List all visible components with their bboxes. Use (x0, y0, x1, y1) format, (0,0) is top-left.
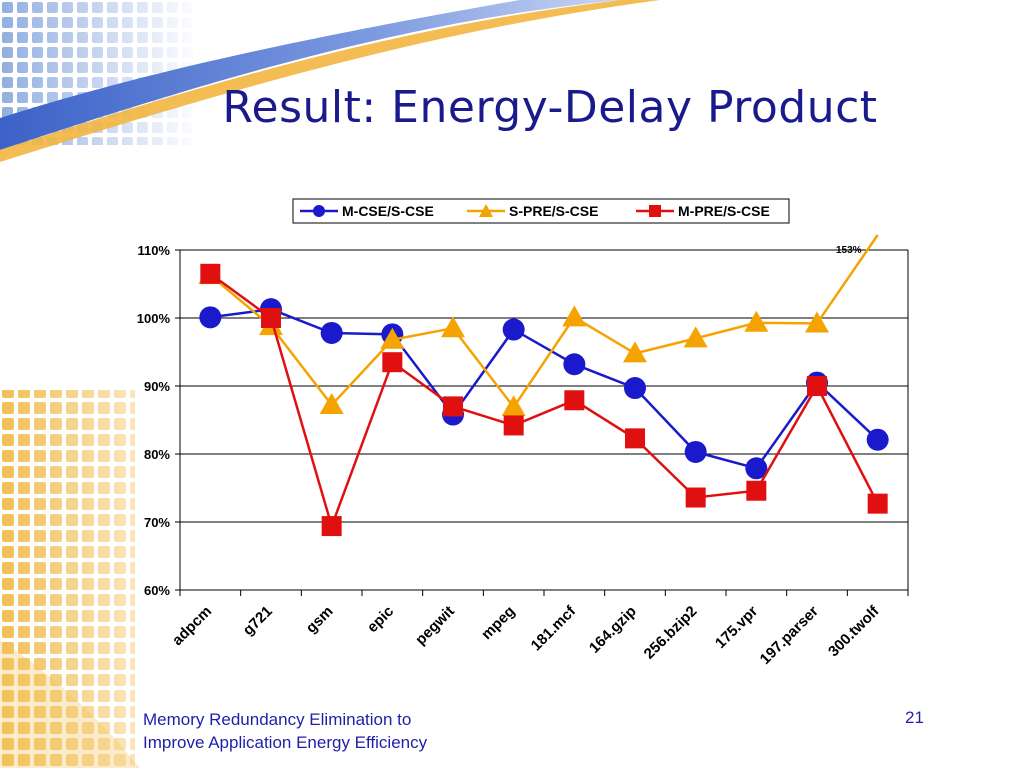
page-number: 21 (905, 708, 924, 727)
x-tick-label: 256.bzip2 (641, 603, 701, 663)
legend: M-CSE/S-CSE S-PRE/S-CSE M-PRE/S-CSE (292, 198, 790, 224)
data-point (321, 516, 342, 537)
data-point (744, 310, 769, 332)
x-tick-label: 181.mcf (528, 602, 580, 654)
data-point (563, 353, 586, 376)
data-point (501, 395, 526, 417)
data-point (623, 341, 647, 363)
slide-title: Result: Energy-Delay Product (222, 82, 878, 133)
data-point (261, 308, 281, 328)
data-point (805, 311, 829, 333)
x-tick-label: 175.vpr (712, 603, 761, 652)
data-point (443, 396, 463, 417)
data-point (866, 428, 889, 451)
legend-marker (649, 205, 661, 217)
data-point (380, 327, 405, 349)
data-point (199, 306, 222, 329)
y-tick-label: 80% (144, 447, 170, 462)
data-point (745, 457, 768, 480)
y-tick-label: 60% (144, 583, 170, 598)
x-tick-label: 197.parser (757, 603, 822, 668)
footer-text: Memory Redundancy Elimination to Improve… (143, 708, 427, 754)
y-tick-label: 100% (137, 311, 171, 326)
annotation-label: 153% (836, 245, 862, 256)
legend-label: M-CSE/S-CSE (342, 203, 434, 219)
footer-line-1: Memory Redundancy Elimination to (143, 710, 412, 729)
x-tick-label: epic (364, 603, 397, 636)
x-tick-label: mpeg (478, 603, 518, 643)
y-tick-label: 110% (137, 243, 170, 258)
data-point (319, 393, 344, 415)
x-tick-label: gsm (303, 603, 337, 637)
y-tick-label: 70% (144, 515, 170, 530)
series-line (209, 234, 879, 410)
data-point (867, 493, 888, 514)
data-point (807, 376, 827, 396)
data-point (683, 326, 708, 348)
legend-label: S-PRE/S-CSE (509, 203, 598, 219)
x-tick-label: adpcm (169, 603, 215, 649)
data-point (502, 318, 525, 341)
data-point (382, 352, 403, 373)
data-point (503, 415, 524, 436)
data-point (685, 487, 706, 508)
x-tick-label: 164.gzip (586, 603, 640, 657)
data-point (200, 263, 221, 284)
series-line (209, 272, 879, 531)
data-point (684, 440, 707, 463)
legend-box (292, 198, 790, 224)
data-point (320, 321, 343, 344)
x-tick-label: pegwit (412, 603, 458, 649)
legend-marker (479, 204, 493, 217)
x-tick-label: 300.twolf (825, 602, 883, 660)
data-point (562, 305, 587, 327)
y-tick-label: 90% (144, 379, 170, 394)
x-tick-label: g721 (240, 603, 276, 639)
series-line (210, 307, 879, 470)
data-point (441, 316, 465, 338)
data-point (624, 377, 646, 400)
legend-label: M-PRE/S-CSE (678, 203, 770, 219)
data-point (746, 480, 767, 501)
footer-line-2: Improve Application Energy Efficiency (143, 733, 428, 752)
data-point (564, 390, 585, 411)
legend-marker (313, 205, 325, 217)
data-point (625, 428, 645, 449)
